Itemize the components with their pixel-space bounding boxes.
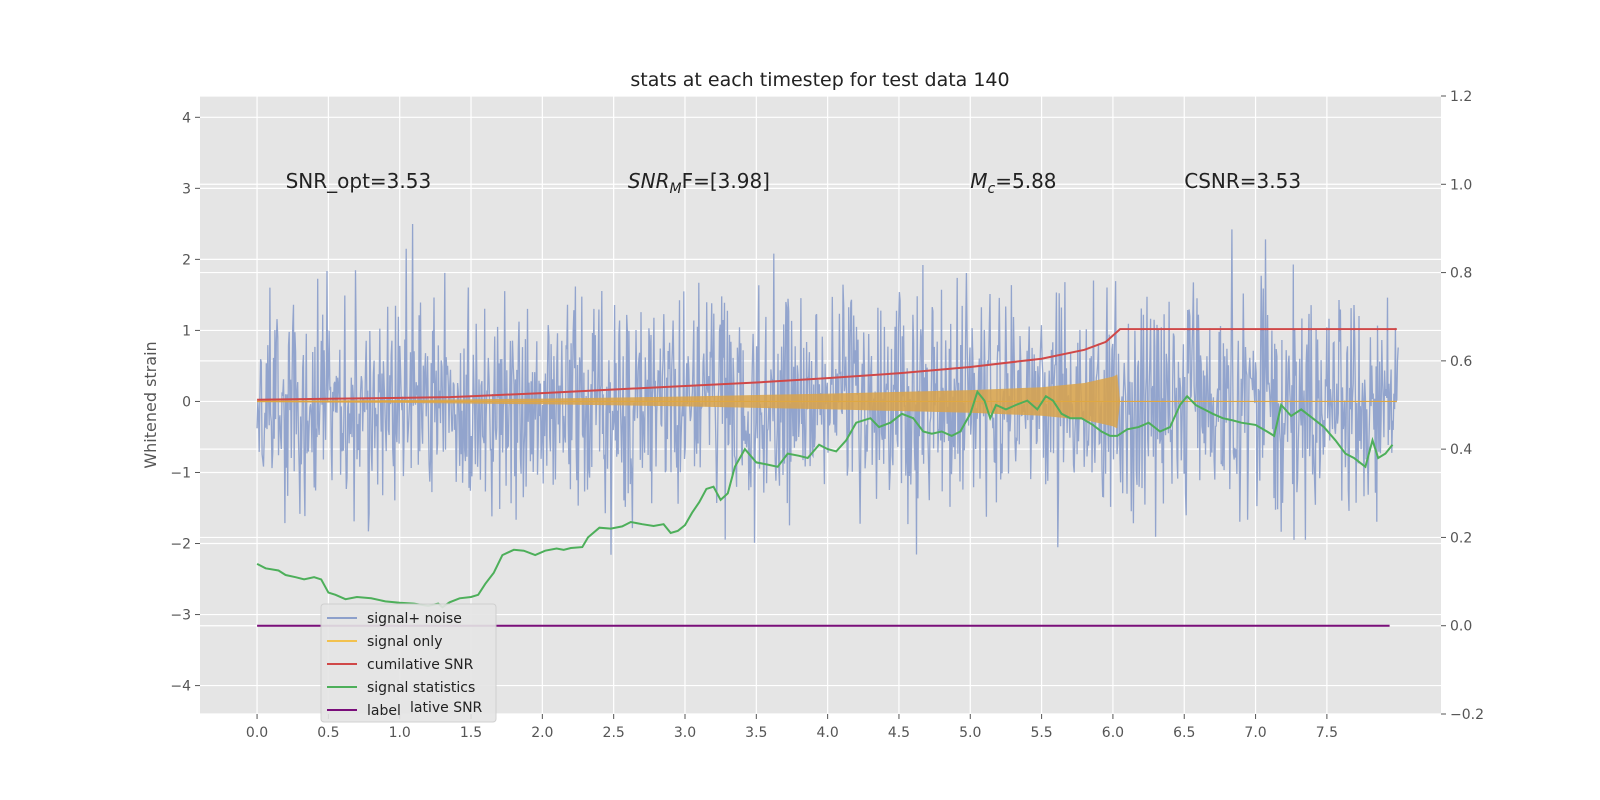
annotation-2: Mc=5.88	[970, 169, 1056, 197]
x-tick-label: 4.5	[888, 725, 910, 741]
annotation-sub: c	[988, 181, 996, 197]
legend-entry: signal+ noise	[367, 611, 462, 627]
y-right-tick-label: 1.2	[1450, 89, 1472, 105]
y-tick-label: 4	[182, 110, 191, 126]
y-tick-label: −4	[170, 679, 191, 695]
x-tick-label: 7.0	[1244, 725, 1266, 741]
y-tick-label: −2	[170, 537, 191, 553]
y-right-tick-label: −0.2	[1450, 707, 1484, 723]
y-axis-label: Whitened strain	[141, 341, 160, 468]
annotation-0: SNR_opt=3.53	[286, 169, 432, 193]
x-tick-label: 6.5	[1173, 725, 1195, 741]
axes: 0.0 0.5 1.0 1.5 2.0 2.5 3.0 3.5 4.0 4.5 5.0 5.5 6.0 6…	[170, 89, 1484, 741]
annotation-3: CSNR=3.53	[1184, 169, 1301, 193]
signal-only-series	[257, 374, 1397, 429]
annotations: SNR_opt=3.53 SNRMF=[3.98] Mc=5.88 CSNR=3.53	[286, 169, 1301, 197]
x-tick-label: 3.5	[745, 725, 767, 741]
signal-noise-line	[256, 223, 1399, 555]
legend: lative SNR signal+ noise signal only cumila…	[320, 603, 497, 723]
chart-title: stats at each timestep for test data 140	[630, 69, 1009, 91]
y-right-tick-label: 1.0	[1450, 177, 1472, 193]
annotation-rest: =5.88	[995, 169, 1056, 193]
y-tick-label: −1	[170, 465, 191, 481]
x-tick-label: 2.0	[531, 725, 553, 741]
legend-entry: signal only	[367, 634, 442, 650]
x-tick-label: 1.5	[460, 725, 482, 741]
y-right-tick-label: 0.0	[1450, 619, 1472, 635]
x-tick-label: 6.0	[1102, 725, 1124, 741]
annotation-sub: M	[669, 181, 681, 197]
y-right-tick-label: 0.2	[1450, 530, 1472, 546]
cumulative-snr-line	[257, 328, 1397, 401]
annotation-base: SNR	[628, 169, 670, 193]
legend-hidden-text: lative SNR	[410, 700, 483, 716]
annotation-1: SNRMF=[3.98]	[628, 169, 770, 197]
x-tick-label: 7.5	[1316, 725, 1338, 741]
y-right-tick-label: 0.6	[1450, 354, 1472, 370]
y-tick-label: −3	[170, 608, 191, 624]
legend-entry: signal statistics	[367, 680, 475, 696]
signal-noise-series	[256, 223, 1399, 555]
y-right-tick-label: 0.4	[1450, 442, 1472, 458]
x-tick-label: 5.0	[959, 725, 981, 741]
x-tick-label: 4.0	[816, 725, 838, 741]
x-tick-label: 5.5	[1030, 725, 1052, 741]
legend-entry: label	[367, 703, 401, 719]
x-tick-label: 2.5	[603, 725, 625, 741]
y-tick-label: 0	[182, 394, 191, 410]
annotation-rest: F=[3.98]	[682, 169, 770, 193]
x-tick-label: 1.0	[389, 725, 411, 741]
signal-statistics-line	[256, 389, 1394, 609]
x-tick-label: 0.5	[317, 725, 339, 741]
y-right-tick-label: 0.8	[1450, 266, 1472, 282]
legend-entry: cumilative SNR	[367, 657, 474, 673]
annotation-base: M	[970, 169, 987, 193]
x-tick-label: 0.0	[246, 725, 268, 741]
x-tick-label: 3.0	[674, 725, 696, 741]
y-tick-label: 3	[182, 181, 191, 197]
y-tick-label: 1	[182, 323, 191, 339]
legend-box	[320, 603, 497, 723]
y-tick-label: 2	[182, 252, 191, 268]
